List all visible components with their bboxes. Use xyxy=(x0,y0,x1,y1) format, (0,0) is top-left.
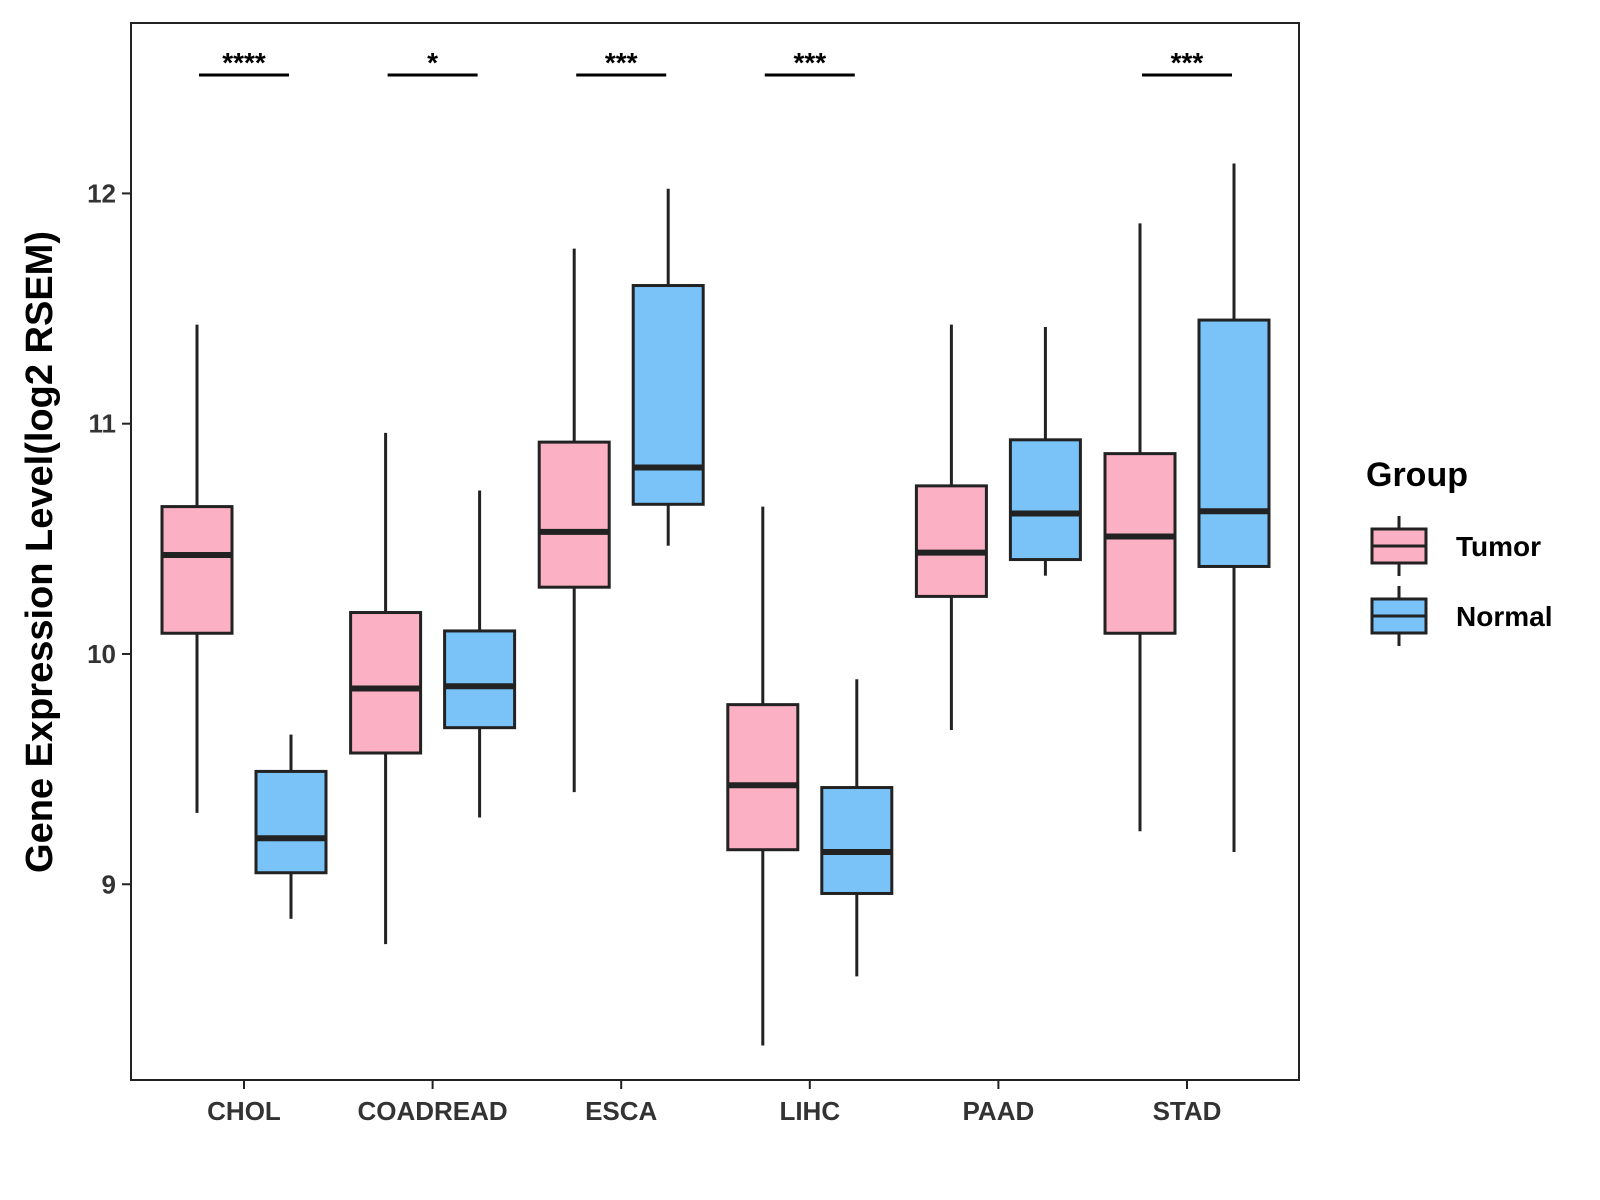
box-normal-lihc xyxy=(820,679,894,977)
x-tick-label: PAAD xyxy=(963,1096,1035,1126)
y-axis-title: Gene Expression Level(log2 RSEM) xyxy=(19,231,61,873)
box-tumor-esca xyxy=(537,248,611,793)
x-axis: CHOL COADREAD ESCA LIHC PAAD STAD xyxy=(207,1080,1221,1126)
box-body xyxy=(443,629,517,730)
y-axis: 9 10 11 12 xyxy=(87,178,131,899)
box-body xyxy=(1103,452,1177,635)
box-tumor-lihc xyxy=(726,506,800,1046)
legend: Group Tumor Normal xyxy=(1366,456,1552,646)
y-tick-label: 10 xyxy=(87,639,116,669)
box-tumor-stad xyxy=(1103,223,1177,832)
significance-label: *** xyxy=(605,47,638,78)
x-tick-label: COADREAD xyxy=(357,1096,507,1126)
y-tick-label: 12 xyxy=(87,178,116,208)
box-tumor-coadread xyxy=(349,432,423,945)
significance-label: **** xyxy=(222,47,266,78)
legend-title: Group xyxy=(1366,456,1468,494)
box-body xyxy=(1197,318,1271,568)
box-layer xyxy=(160,163,1271,1046)
legend-label: Tumor xyxy=(1456,531,1541,562)
x-tick-label: STAD xyxy=(1153,1096,1222,1126)
box-body xyxy=(914,484,988,598)
legend-item-normal: Normal xyxy=(1370,586,1552,646)
box-body xyxy=(1008,438,1082,562)
box-body xyxy=(254,769,328,875)
box-body xyxy=(726,703,800,852)
box-tumor-chol xyxy=(160,324,234,813)
x-tick-label: LIHC xyxy=(779,1096,840,1126)
x-tick-label: CHOL xyxy=(207,1096,281,1126)
box-body xyxy=(820,786,894,895)
box-normal-coadread xyxy=(443,490,517,818)
significance-label: *** xyxy=(793,47,826,78)
x-tick-label: ESCA xyxy=(585,1096,657,1126)
box-normal-chol xyxy=(254,734,328,919)
box-tumor-paad xyxy=(914,324,988,730)
box-normal-esca xyxy=(631,188,705,546)
y-tick-label: 11 xyxy=(89,409,117,439)
y-tick-label: 9 xyxy=(102,869,116,899)
significance-layer: **** * *** *** *** xyxy=(199,47,1232,78)
significance-label: * xyxy=(427,47,438,78)
box-body xyxy=(631,284,705,506)
box-normal-stad xyxy=(1197,163,1271,853)
significance-label: *** xyxy=(1171,47,1204,78)
legend-label: Normal xyxy=(1456,601,1552,632)
box-body xyxy=(160,505,234,635)
box-normal-paad xyxy=(1008,326,1082,576)
box-body xyxy=(537,440,611,589)
box-body xyxy=(349,611,423,755)
legend-item-tumor: Tumor xyxy=(1370,516,1541,576)
